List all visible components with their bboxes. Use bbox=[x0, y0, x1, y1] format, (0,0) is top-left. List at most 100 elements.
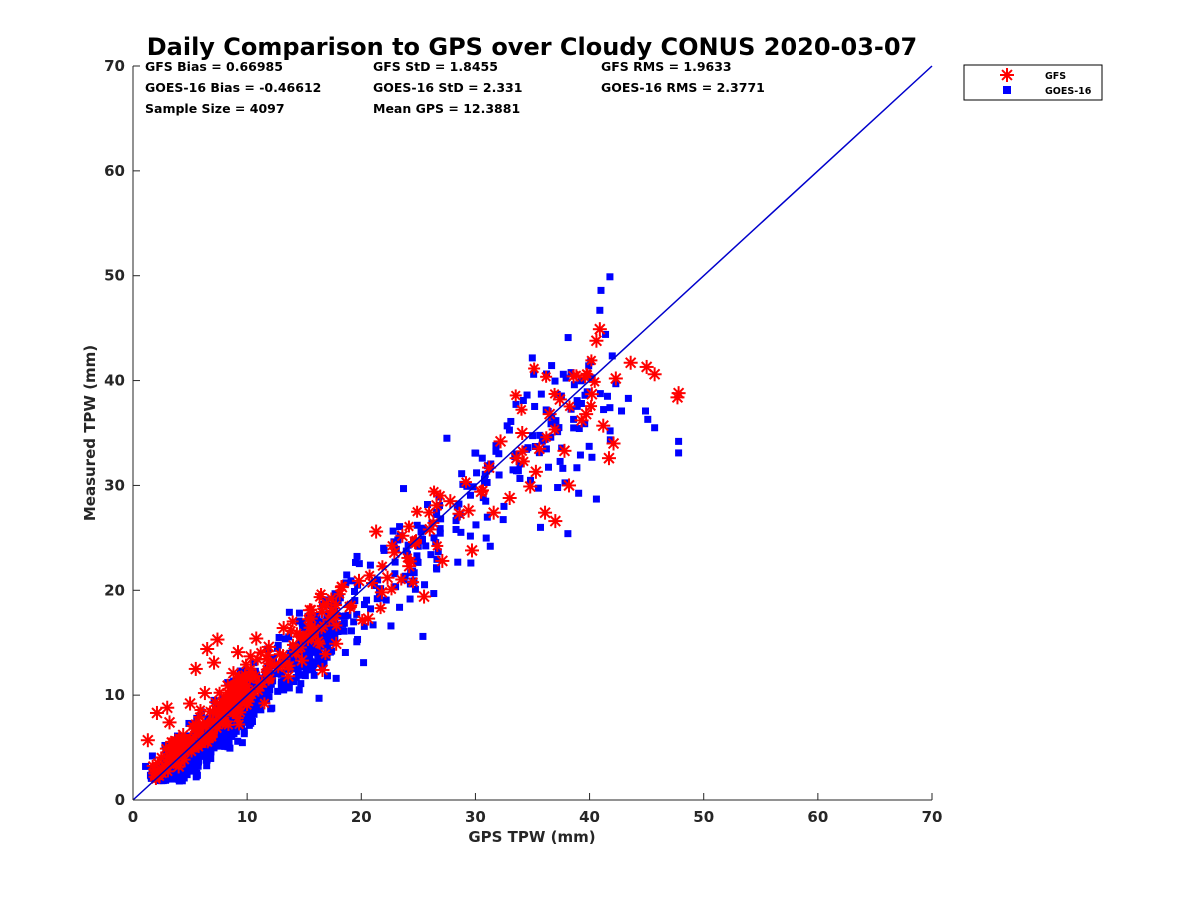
x-tick-label: 50 bbox=[693, 808, 714, 826]
goes16-point bbox=[596, 390, 604, 398]
goes16-point bbox=[528, 354, 536, 362]
gfs-point bbox=[207, 655, 222, 670]
gfs-point bbox=[493, 434, 508, 449]
gfs-point bbox=[258, 697, 271, 710]
goes16-point bbox=[531, 442, 539, 450]
legend-gfs-label: GFS bbox=[1045, 71, 1066, 82]
goes16-point bbox=[1003, 86, 1011, 94]
goes16-point bbox=[355, 560, 363, 568]
goes16-point bbox=[297, 671, 305, 679]
goes16-point bbox=[537, 390, 545, 398]
goes16-point bbox=[466, 491, 474, 499]
goes16-point bbox=[547, 420, 555, 428]
gfs-point bbox=[374, 602, 387, 615]
goes16-point bbox=[411, 585, 419, 593]
goes16-point bbox=[247, 719, 255, 727]
goes16-point bbox=[644, 415, 652, 423]
goes16-point bbox=[228, 729, 236, 737]
gfs-point bbox=[580, 367, 593, 380]
gfs-point bbox=[596, 418, 611, 433]
gfs-point bbox=[538, 505, 553, 520]
goes16-point bbox=[202, 749, 210, 757]
stat-sample-size: Sample Size = 4097 bbox=[145, 101, 285, 116]
goes16-point bbox=[585, 362, 593, 370]
goes16-point bbox=[481, 478, 489, 486]
goes16-point bbox=[323, 672, 331, 680]
gfs-point bbox=[380, 570, 395, 585]
goes16-point bbox=[419, 632, 427, 640]
x-axis-label: GPS TPW (mm) bbox=[468, 828, 595, 846]
goes16-point bbox=[585, 442, 593, 450]
gfs-point bbox=[162, 715, 177, 730]
goes16-point bbox=[340, 627, 348, 635]
goes16-point bbox=[479, 494, 487, 502]
goes16-point bbox=[422, 542, 430, 550]
goes16-point bbox=[523, 391, 531, 399]
goes16-point bbox=[176, 773, 184, 781]
goes16-point bbox=[206, 753, 214, 761]
goes16-point bbox=[285, 684, 293, 692]
goes16-point bbox=[531, 402, 539, 410]
goes16-point bbox=[492, 447, 500, 455]
x-tick-label: 10 bbox=[237, 808, 258, 826]
gfs-point bbox=[523, 479, 538, 494]
goes16-point bbox=[432, 539, 440, 547]
gfs-point bbox=[342, 600, 357, 615]
goes16-point bbox=[305, 659, 313, 667]
gfs-point bbox=[608, 371, 623, 386]
goes16-point bbox=[285, 633, 293, 641]
goes16-point bbox=[573, 402, 581, 410]
goes16-point bbox=[454, 558, 462, 566]
gfs-point bbox=[401, 551, 414, 564]
goes16-point bbox=[257, 706, 265, 714]
gfs-point bbox=[540, 370, 553, 383]
goes16-point bbox=[575, 425, 583, 433]
goes16-point bbox=[581, 391, 589, 399]
goes16-point bbox=[240, 707, 248, 715]
gfs-point bbox=[486, 505, 501, 520]
goes16-point bbox=[577, 400, 585, 408]
gfs-point bbox=[140, 733, 155, 748]
goes16-point bbox=[341, 648, 349, 656]
gfs-point bbox=[249, 631, 264, 646]
goes16-point bbox=[270, 654, 278, 662]
goes16-point bbox=[570, 415, 578, 423]
x-tick-label: 20 bbox=[351, 808, 372, 826]
gfs-point bbox=[465, 543, 480, 558]
goes16-point bbox=[285, 608, 293, 616]
gfs-point bbox=[552, 392, 567, 407]
gfs-point bbox=[216, 700, 231, 715]
gfs-point bbox=[365, 577, 378, 590]
gfs-point bbox=[435, 553, 450, 568]
goes16-point bbox=[271, 670, 279, 678]
x-tick-label: 60 bbox=[807, 808, 828, 826]
goes16-point bbox=[351, 587, 359, 595]
one-to-one-line bbox=[132, 65, 933, 801]
gfs-point bbox=[183, 696, 198, 711]
gfs-point bbox=[542, 407, 557, 422]
gfs-point bbox=[361, 611, 376, 626]
goes16-point bbox=[452, 517, 460, 525]
gfs-point bbox=[302, 603, 317, 618]
goes16-point bbox=[421, 581, 429, 589]
gfs-point bbox=[402, 559, 417, 574]
gfs-point bbox=[407, 576, 420, 589]
goes16-point bbox=[473, 469, 481, 477]
goes16-point bbox=[486, 542, 494, 550]
goes16-point bbox=[380, 546, 388, 554]
goes16-point bbox=[603, 392, 611, 400]
goes16-point bbox=[413, 552, 421, 560]
goes16-point bbox=[600, 406, 608, 414]
goes16-point bbox=[413, 557, 421, 565]
goes16-point bbox=[404, 541, 412, 549]
gfs-point bbox=[315, 662, 330, 677]
gfs-point bbox=[601, 451, 616, 466]
goes16-point bbox=[427, 551, 435, 559]
goes16-point bbox=[142, 762, 150, 770]
goes16-point bbox=[350, 618, 358, 626]
legend: GFS GOES-16 bbox=[963, 64, 1103, 101]
goes16-point bbox=[207, 748, 215, 756]
stat-goes-bias: GOES-16 Bias = -0.46612 bbox=[145, 80, 321, 95]
goes16-point bbox=[417, 528, 425, 536]
goes16-point bbox=[436, 525, 444, 533]
